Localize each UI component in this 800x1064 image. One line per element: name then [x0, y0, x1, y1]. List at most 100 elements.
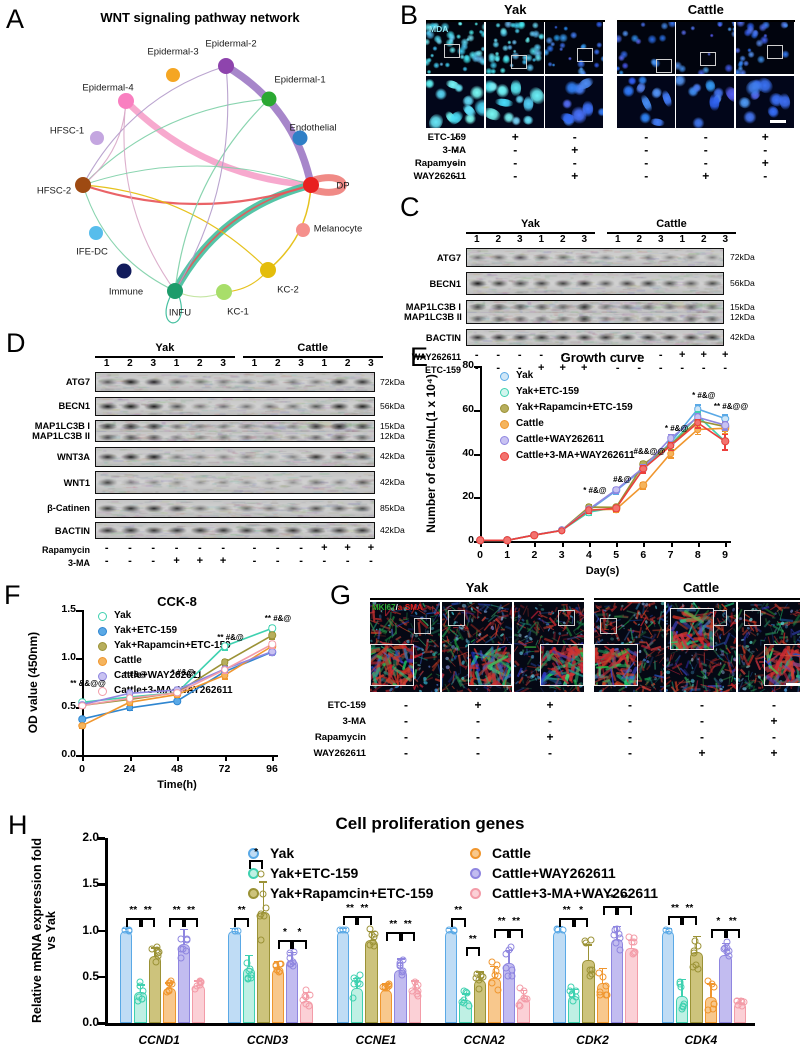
- panel-b-micrograph-top: [676, 22, 734, 74]
- panel-f-cck8: F 0.0 0.5 1.0 1.5 0 24 48 72 96 CCK-8 Time(h) OD va…: [0, 580, 330, 820]
- panel-g-reagent-value: -: [476, 746, 480, 760]
- h-significance-bracket: [277, 939, 293, 949]
- panel-g-inset: [468, 644, 512, 686]
- panel-b-stain-label: MDA: [429, 24, 449, 34]
- network-node-label-hfsc-1: HFSC-1: [49, 125, 85, 137]
- h-significance-bracket: [573, 917, 589, 927]
- h-significance-bracket: [248, 860, 264, 870]
- x-tick: [224, 755, 227, 761]
- network-node-melanocyte[interactable]: [296, 223, 310, 237]
- h-data-point: [523, 995, 531, 1003]
- reagent-value: -: [174, 541, 179, 554]
- data-point: [639, 481, 648, 489]
- h-bar: [336, 930, 349, 1023]
- panel-b-reagent-value: -: [644, 169, 649, 183]
- blot-kda: 72kDa: [380, 377, 405, 388]
- significance-annotation: * #&@: [664, 423, 689, 433]
- network-node-epidermal-1[interactable]: [261, 91, 277, 107]
- h-data-point: [183, 936, 191, 944]
- data-point: [694, 419, 702, 427]
- network-node-dp[interactable]: [303, 177, 319, 193]
- blot-label-line: MAP1LC3B I: [34, 421, 90, 431]
- network-edge: [174, 98, 270, 292]
- blot-kda: 72kDa: [730, 252, 755, 263]
- reagent-value: -: [615, 362, 620, 374]
- blot-label-line: BACTIN: [425, 332, 461, 343]
- h-data-point: [257, 870, 265, 878]
- network-node-kc-2[interactable]: [260, 262, 276, 278]
- panel-g-reagent-value: +: [698, 746, 706, 760]
- panel-a-letter: A: [6, 4, 25, 34]
- h-data-point: [488, 979, 495, 987]
- legend-marker: [500, 452, 509, 461]
- h-data-point: [493, 961, 501, 969]
- lane-number: 3: [581, 234, 588, 245]
- panel-g-inset: [594, 644, 638, 686]
- data-point: [125, 694, 134, 702]
- network-node-infu[interactable]: [167, 283, 183, 299]
- data-point: [220, 642, 229, 650]
- network-node-immune[interactable]: [116, 263, 132, 279]
- data-point: [612, 486, 620, 494]
- error-cap: [667, 457, 674, 459]
- bracket-right: [737, 928, 740, 938]
- h-data-point: [153, 946, 161, 954]
- h-significance-star: **: [346, 902, 354, 914]
- panel-b-reagent-value: -: [572, 156, 577, 170]
- blot-kda-line: 12kDa: [380, 430, 405, 441]
- blot-catinen: [95, 498, 375, 518]
- network-node-ife-dc[interactable]: [89, 226, 103, 240]
- h-gene-label: CDK4: [684, 1033, 718, 1047]
- h-data-point: [289, 958, 297, 966]
- h-data-point: [554, 926, 562, 934]
- reagent-value: -: [252, 554, 257, 567]
- h-significance-star: **: [562, 904, 571, 916]
- error-cap: [694, 411, 701, 413]
- h-data-point: [379, 983, 387, 991]
- panel-b-micrograph-top: [426, 22, 484, 74]
- network-node-hfsc-2[interactable]: [75, 177, 91, 193]
- bracket-top: [667, 915, 683, 918]
- x-axis: [480, 541, 731, 544]
- x-tick: [561, 541, 564, 547]
- legend-label: Cattle: [114, 655, 142, 666]
- data-point: [78, 721, 86, 730]
- blot-kda-line: 12kDa: [730, 311, 755, 322]
- significance-annotation: * #&@: [171, 667, 195, 677]
- panel-b-reagent-value: +: [571, 143, 579, 157]
- h-data-point: [616, 934, 624, 942]
- network-node-endothelial[interactable]: [292, 130, 308, 146]
- legend-marker: [500, 404, 509, 413]
- h-legend-marker: [470, 868, 481, 879]
- x-tick: [616, 541, 619, 547]
- network-node-epidermal-4[interactable]: [118, 93, 134, 109]
- blot-kda: 56kDa: [730, 278, 755, 289]
- bracket-top: [602, 906, 618, 909]
- reagent-value: +: [321, 541, 328, 554]
- panel-g-reagent-value: -: [772, 730, 776, 744]
- bracket-top: [400, 932, 415, 935]
- group-header-cattle: Cattle: [297, 342, 328, 354]
- lane-number: 1: [103, 358, 110, 369]
- blot-label-line: MAP1LC3B II: [404, 312, 462, 323]
- bracket-top: [357, 915, 372, 918]
- bracket-right: [571, 917, 574, 927]
- network-node-label-kc-1: KC-1: [227, 306, 249, 318]
- h-data-point: [507, 943, 515, 951]
- lane-number: 1: [321, 358, 328, 369]
- reagent-value: +: [722, 349, 729, 361]
- panel-g-micrograph: [666, 602, 736, 692]
- h-y-tick: [98, 975, 105, 979]
- network-node-kc-1[interactable]: [216, 284, 232, 300]
- legend-marker: [500, 420, 509, 429]
- h-significance-star: **: [129, 904, 138, 916]
- y-tick: [474, 497, 480, 500]
- panel-g-micrograph: [738, 602, 800, 692]
- panel-g-inset: [670, 608, 714, 650]
- network-node-epidermal-3[interactable]: [166, 68, 180, 82]
- network-node-epidermal-2[interactable]: [218, 58, 234, 74]
- network-node-hfsc-1[interactable]: [90, 131, 104, 145]
- panel-b-reagent-label-0: ETC-159: [427, 132, 466, 143]
- h-y-tick-label: 1.5: [82, 876, 99, 891]
- bracket-left: [573, 917, 576, 927]
